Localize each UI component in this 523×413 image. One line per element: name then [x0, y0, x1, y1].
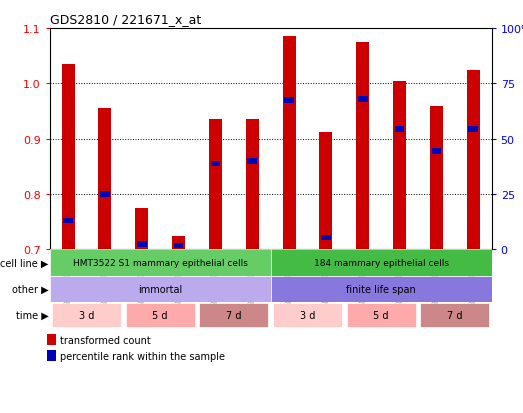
- Bar: [273, 303, 342, 327]
- Text: transformed count: transformed count: [60, 335, 151, 345]
- Bar: [247, 159, 257, 164]
- Bar: [393, 81, 406, 250]
- Text: percentile rank within the sample: percentile rank within the sample: [60, 351, 225, 361]
- Bar: [172, 236, 185, 250]
- Bar: [321, 235, 331, 240]
- Bar: [63, 218, 73, 224]
- Bar: [271, 250, 492, 276]
- Bar: [469, 127, 478, 132]
- Text: 5 d: 5 d: [152, 310, 168, 320]
- Bar: [320, 133, 332, 250]
- Bar: [174, 243, 184, 249]
- Bar: [246, 120, 259, 250]
- Bar: [284, 98, 294, 104]
- Bar: [135, 209, 148, 250]
- Bar: [126, 303, 195, 327]
- Text: 5 d: 5 d: [373, 310, 389, 320]
- Text: finite life span: finite life span: [346, 284, 416, 294]
- Bar: [100, 192, 110, 197]
- Text: 7 d: 7 d: [226, 310, 242, 320]
- Text: HMT3522 S1 mammary epithelial cells: HMT3522 S1 mammary epithelial cells: [73, 259, 247, 267]
- Text: time ▶: time ▶: [16, 310, 49, 320]
- Text: 3 d: 3 d: [300, 310, 315, 320]
- Bar: [430, 106, 443, 250]
- Bar: [98, 109, 111, 250]
- Bar: [209, 120, 222, 250]
- Bar: [420, 303, 490, 327]
- Bar: [62, 65, 75, 250]
- Bar: [282, 37, 295, 250]
- Bar: [47, 335, 56, 346]
- Bar: [52, 303, 121, 327]
- Bar: [50, 276, 271, 302]
- Bar: [356, 43, 369, 250]
- Bar: [358, 97, 368, 102]
- Text: 3 d: 3 d: [79, 310, 94, 320]
- Text: GDS2810 / 221671_x_at: GDS2810 / 221671_x_at: [50, 13, 201, 26]
- Bar: [347, 303, 416, 327]
- Bar: [271, 276, 492, 302]
- Text: immortal: immortal: [138, 284, 183, 294]
- Bar: [199, 303, 268, 327]
- Bar: [137, 242, 146, 247]
- Text: 184 mammary epithelial cells: 184 mammary epithelial cells: [314, 259, 449, 267]
- Bar: [431, 149, 441, 154]
- Bar: [50, 250, 271, 276]
- Bar: [47, 350, 56, 361]
- Text: other ▶: other ▶: [12, 284, 49, 294]
- Text: 7 d: 7 d: [447, 310, 462, 320]
- Bar: [211, 161, 220, 167]
- Text: cell line ▶: cell line ▶: [1, 258, 49, 268]
- Bar: [395, 127, 404, 132]
- Bar: [467, 70, 480, 250]
